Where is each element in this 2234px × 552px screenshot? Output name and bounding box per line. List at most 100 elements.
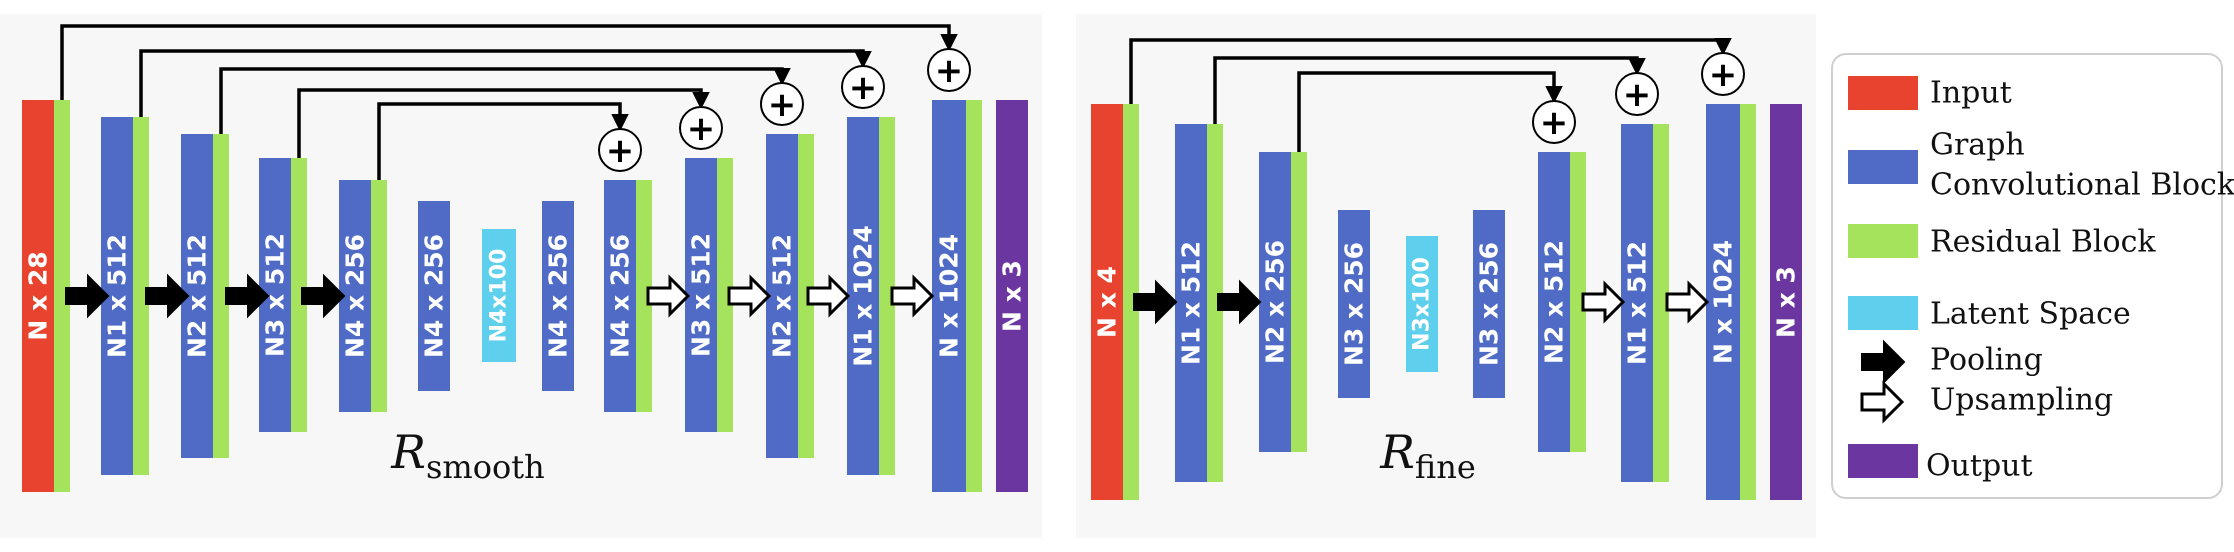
residual-block (291, 158, 307, 432)
block-label: N2 x 512 (768, 234, 797, 358)
input-block: N x 28 (22, 100, 70, 492)
block-label: N x 3 (998, 260, 1027, 332)
pooling-arrow-icon (1861, 339, 1906, 385)
input-block: N x 4 (1091, 104, 1139, 500)
block-label: N1 x 1024 (849, 225, 878, 366)
pooling-arrow-icon (1133, 279, 1178, 325)
graph_conv-rect (932, 100, 966, 492)
residual-block (213, 134, 229, 458)
block-label: N3 x 512 (687, 233, 716, 357)
graph_conv-rect (766, 134, 798, 458)
residual-block (1123, 104, 1139, 500)
legend-label-residual: Residual Block (1930, 225, 2156, 260)
upsampling-arrow-icon (890, 274, 935, 318)
graph_conv-rect (1473, 210, 1505, 398)
latent-rect (1406, 236, 1438, 372)
latent-rect (482, 229, 516, 362)
add-node-icon: + (679, 106, 723, 150)
svg-text:+: + (768, 85, 797, 125)
pooling-arrow-icon (65, 273, 110, 319)
graph_conv-rect (1338, 210, 1370, 398)
input-swatch (1848, 76, 1918, 110)
residual-block (717, 158, 733, 432)
skip-connection (377, 102, 629, 180)
graph_conv-rect (418, 201, 450, 391)
pooling-arrow-icon (1217, 279, 1262, 325)
graph_conv-block: N2 x 512 (766, 134, 814, 458)
svg-text:+: + (606, 131, 635, 171)
block-label: N1 x 512 (1623, 241, 1652, 365)
legend-label-graph-conv-line2: Convolutional Block (1930, 168, 2234, 203)
graph_conv-block: N x 1024 (932, 100, 982, 492)
panel-r-fine: + + + N x 4 N1 x 512 N2 x 256 N3 x 256 N3x100 N3… (1076, 14, 1816, 538)
legend-box (1831, 53, 2223, 499)
skip-connection (297, 88, 710, 158)
graph_conv-rect (685, 158, 717, 432)
input-rect (22, 100, 54, 492)
graph_conv-block: N1 x 512 (101, 117, 149, 475)
skip-connection (139, 49, 872, 117)
upsampling-arrow-icon (1860, 380, 1905, 424)
legend-label-graph-conv: Graph (1930, 128, 2025, 163)
graph-conv-swatch (1848, 150, 1918, 184)
residual-block (371, 180, 387, 412)
svg-text:+: + (1540, 103, 1569, 143)
legend: Input Graph Convolutional Block Residual Bl… (1831, 53, 2234, 499)
graph_conv-block: N1 x 512 (1621, 124, 1669, 482)
block-label: N3 x 256 (1340, 242, 1369, 366)
skip-connection (1213, 56, 1646, 124)
svg-text:+: + (687, 109, 716, 149)
graph_conv-block: N4 x 256 (604, 180, 652, 412)
upsampling-arrow-icon (646, 274, 691, 318)
upsampling-arrow-icon (1665, 280, 1710, 324)
block-label: N x 3 (1772, 266, 1801, 338)
block-label: N2 x 256 (1261, 240, 1290, 364)
graph_conv-rect (1538, 152, 1570, 452)
graph_conv-block: N3 x 256 (1473, 210, 1505, 398)
block-label: N2 x 512 (1540, 240, 1569, 364)
svg-text:+: + (935, 51, 964, 91)
add-node-icon: + (927, 48, 971, 92)
upsampling-arrow-icon (727, 274, 772, 318)
residual-block (879, 117, 895, 475)
residual-block (1570, 152, 1586, 452)
graph_conv-block: N4 x 256 (339, 180, 387, 412)
block-label: N1 x 512 (1177, 241, 1206, 365)
residual-block (966, 100, 982, 492)
residual-block (636, 180, 652, 412)
graph_conv-rect (542, 201, 574, 391)
graph_conv-rect (1175, 124, 1207, 482)
latent-block: N3x100 (1406, 236, 1438, 372)
svg-text:+: + (849, 68, 878, 108)
graph_conv-rect (604, 180, 636, 412)
legend-label-latent: Latent Space (1930, 297, 2131, 332)
residual-block (798, 134, 814, 458)
legend-label-input: Input (1930, 76, 2012, 111)
pooling-arrow-icon (145, 273, 190, 319)
block-label: N4 x 256 (544, 234, 573, 358)
block-label: N x 4 (1093, 266, 1122, 338)
block-label: N4 x 256 (420, 234, 449, 358)
legend-label-upsampling: Upsampling (1930, 383, 2113, 418)
add-node-icon: + (1701, 52, 1745, 96)
graph_conv-block: N4 x 256 (418, 201, 450, 391)
skip-connection (219, 67, 791, 134)
upsampling-arrow-icon (1581, 280, 1626, 324)
block-label: N3x100 (1410, 257, 1435, 351)
add-node-icon: + (1615, 72, 1659, 116)
residual-block (1207, 124, 1223, 482)
graph_conv-block: N4 x 256 (542, 201, 574, 391)
upsampling-arrow-icon (806, 274, 851, 318)
output-swatch (1848, 444, 1918, 478)
residual-block (133, 117, 149, 475)
block-label: N3 x 256 (1475, 242, 1504, 366)
add-node-icon: + (841, 65, 885, 109)
latent-swatch (1848, 296, 1918, 330)
panel-title: Rfine (1379, 425, 1476, 486)
block-label: N x 28 (24, 251, 53, 340)
add-node-icon: + (1532, 100, 1576, 144)
graph_conv-block: N2 x 512 (1538, 152, 1586, 452)
skip-connection (1129, 38, 1732, 104)
residual-block (1653, 124, 1669, 482)
